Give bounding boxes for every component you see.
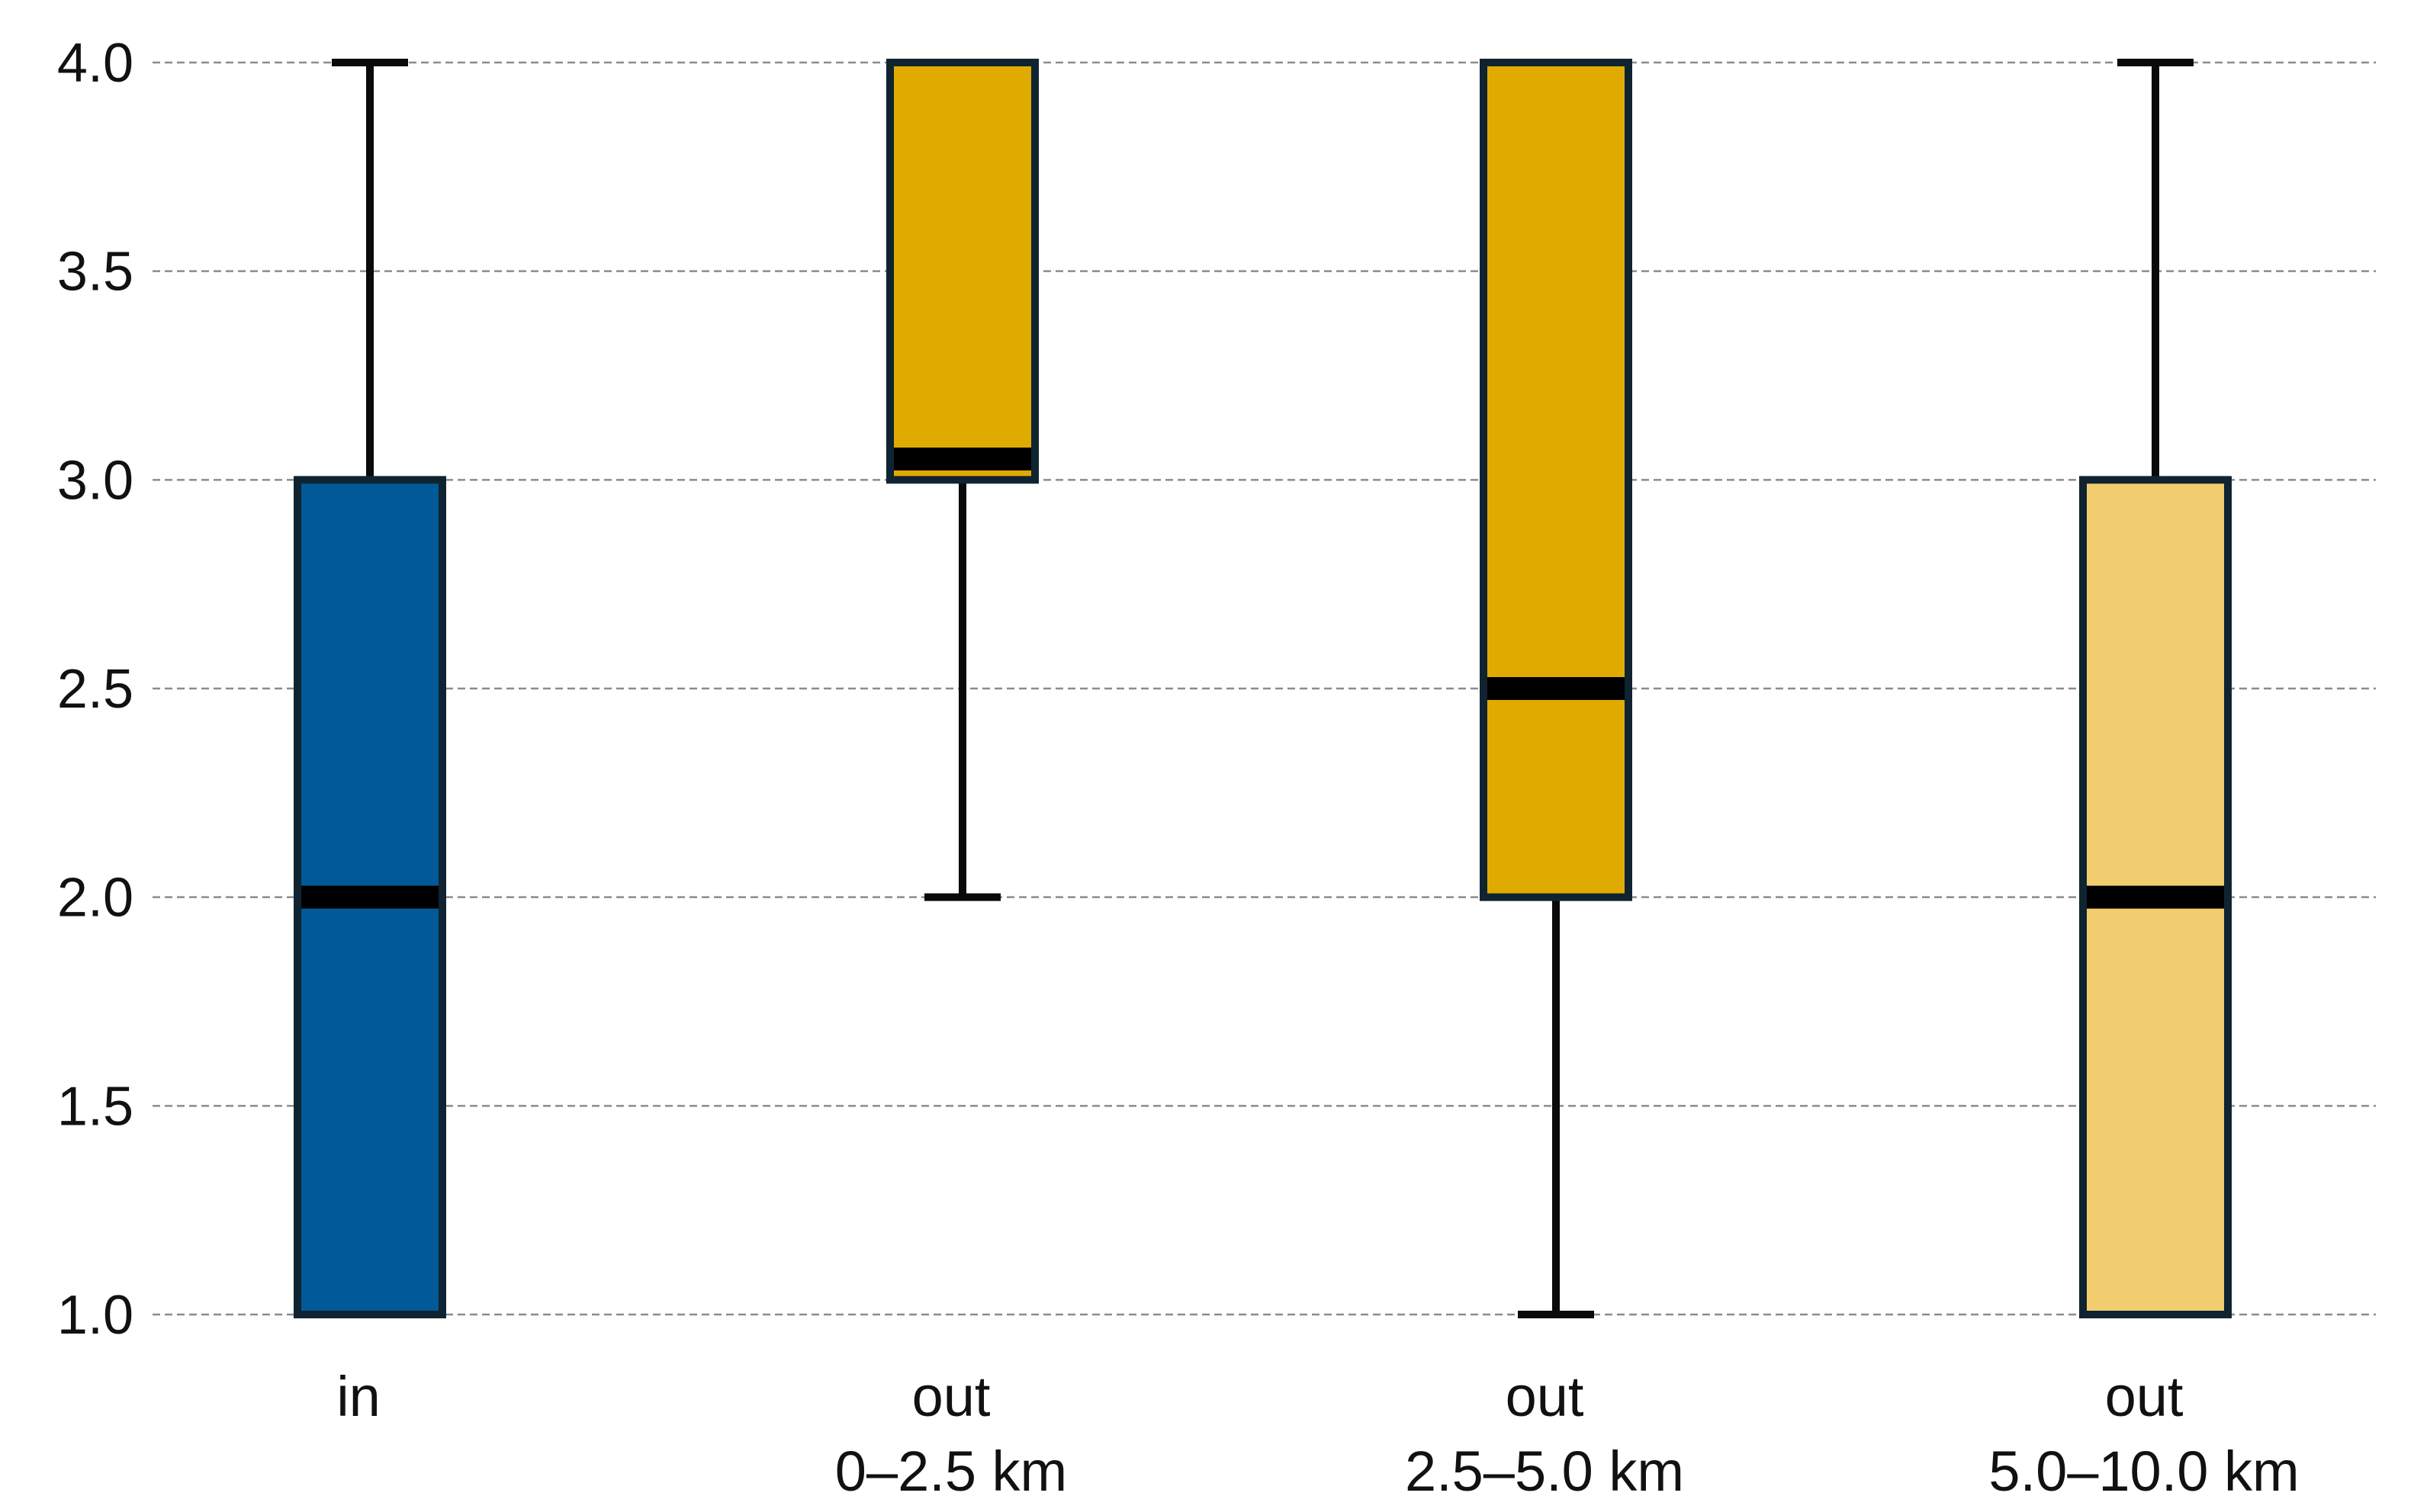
grid-lines bbox=[153, 61, 2376, 1316]
y-tick-label: 1.5 bbox=[57, 1076, 133, 1137]
x-category-label: 5.0–10.0 km bbox=[1988, 1440, 2299, 1503]
box-iqr bbox=[886, 59, 1039, 484]
y-tick-label: 2.5 bbox=[57, 659, 133, 720]
x-category-label: out bbox=[912, 1365, 991, 1428]
box-group-0 bbox=[294, 59, 446, 1318]
x-category-label: in bbox=[336, 1365, 381, 1428]
x-axis-category-labels: in out 0–2.5 km out 2.5–5.0 km out 5.0–10.0 km bbox=[336, 1365, 2299, 1503]
box-group-1 bbox=[886, 59, 1039, 901]
x-category-label: out bbox=[2105, 1365, 2184, 1428]
y-tick-label: 2.0 bbox=[57, 868, 133, 929]
y-tick-label: 1.0 bbox=[57, 1285, 133, 1346]
box-group-2 bbox=[1480, 59, 1632, 1318]
x-category-label: out bbox=[1506, 1365, 1584, 1428]
x-category-label: 0–2.5 km bbox=[835, 1440, 1067, 1503]
y-tick-label: 3.0 bbox=[57, 450, 133, 511]
y-axis-tick-labels: 1.0 1.5 2.0 2.5 3.0 3.5 4.0 bbox=[57, 33, 133, 1346]
y-tick-label: 4.0 bbox=[57, 33, 133, 94]
boxes bbox=[294, 59, 2232, 1318]
x-category-label: 2.5–5.0 km bbox=[1405, 1440, 1684, 1503]
box-iqr bbox=[1480, 59, 1632, 901]
box-group-3 bbox=[2079, 59, 2232, 1318]
y-tick-label: 3.5 bbox=[57, 242, 133, 303]
